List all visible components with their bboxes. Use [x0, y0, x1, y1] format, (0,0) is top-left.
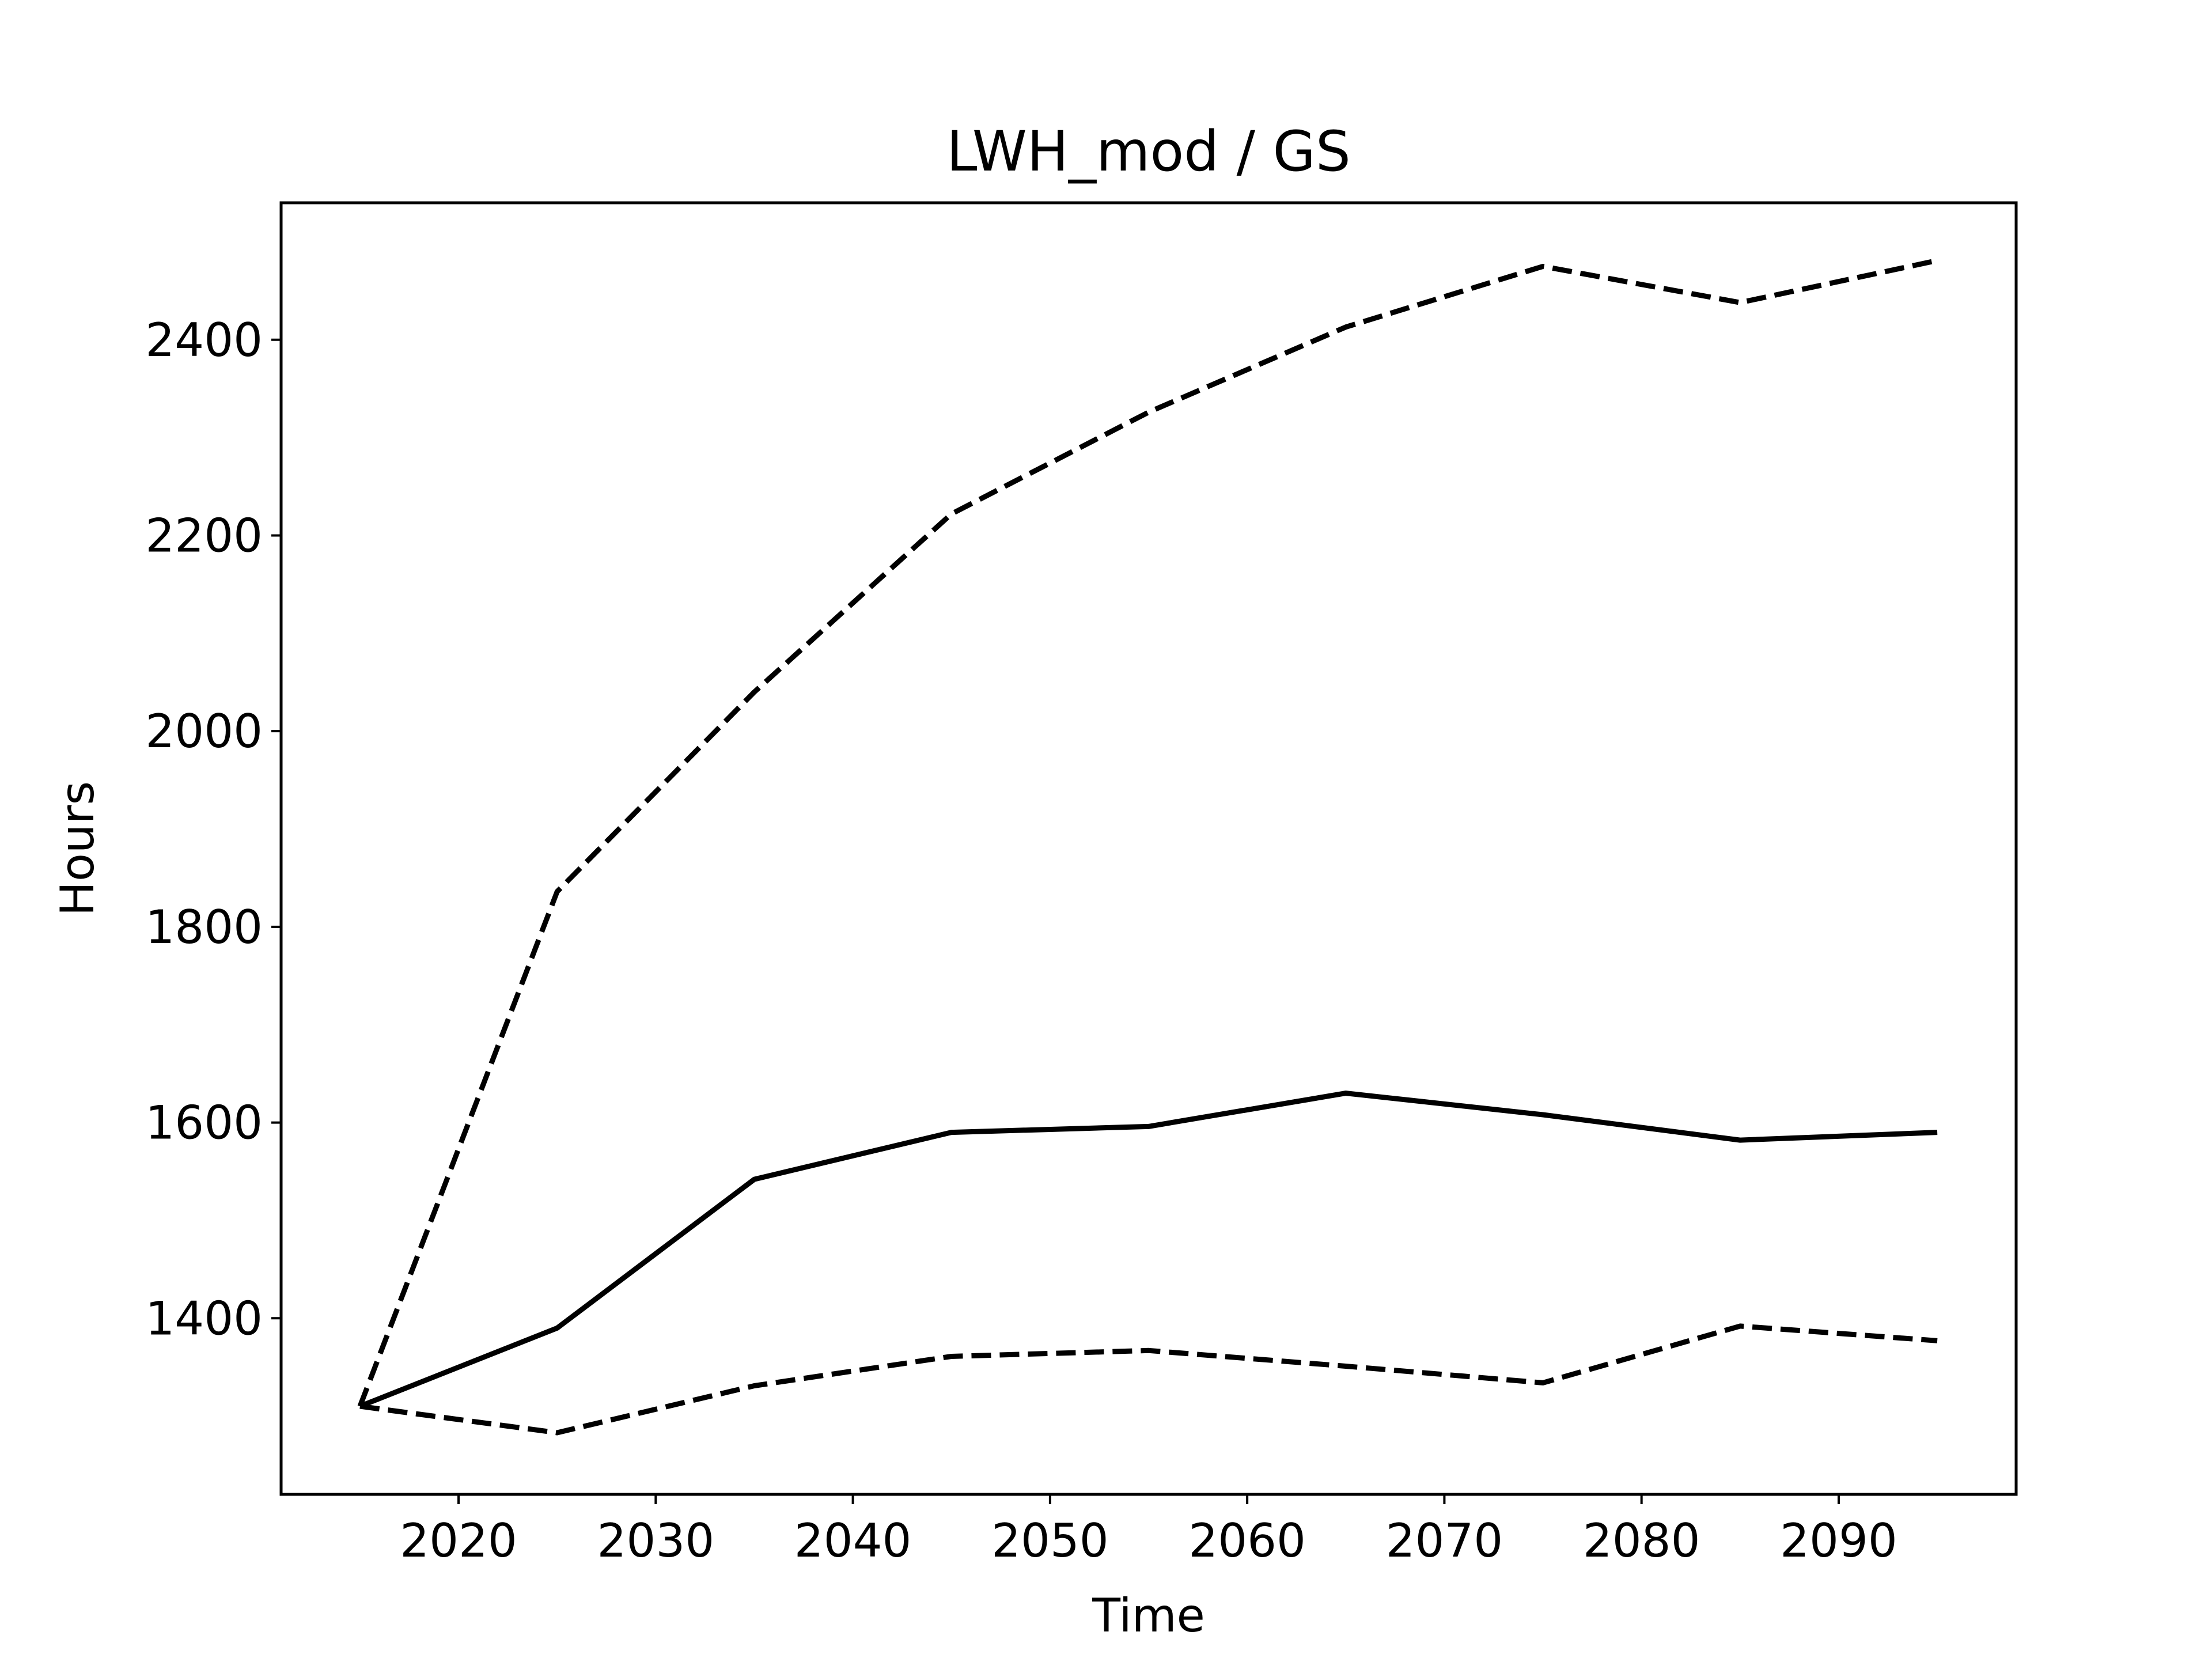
series-line-upper-dashed-line: [357, 258, 1938, 1407]
x-tick-label: 2020: [400, 1514, 517, 1568]
plot-frame: [279, 201, 2018, 1496]
x-tick-label: 2040: [794, 1514, 912, 1568]
x-tick-label: 2030: [597, 1514, 715, 1568]
y-tick-label: 2000: [145, 705, 263, 758]
chart-title: LWH_mod / GS: [946, 119, 1351, 184]
series-line-median-solid-line: [359, 1091, 1938, 1409]
x-tick-label: 2090: [1780, 1514, 1897, 1568]
x-axis-ticks: 2020 2030 2040 2050 2060 2070 2080 2090: [400, 1494, 1897, 1568]
x-tick-label: 2080: [1583, 1514, 1700, 1568]
series-line-lower-dashed-line: [359, 1323, 1938, 1436]
y-axis-ticks: 1400 1600 1800 2000 2200 2400: [145, 313, 281, 1345]
y-tick-label: 1800: [145, 900, 263, 954]
y-axis-label: Hours: [51, 781, 104, 916]
x-tick-label: 2070: [1386, 1514, 1503, 1568]
plot-area: [357, 258, 1938, 1436]
x-tick-label: 2060: [1188, 1514, 1306, 1568]
y-tick-label: 2200: [145, 509, 263, 562]
y-tick-label: 1600: [145, 1096, 263, 1150]
x-axis-label: Time: [1092, 1589, 1205, 1642]
y-tick-label: 2400: [145, 313, 263, 367]
x-tick-label: 2050: [991, 1514, 1109, 1568]
y-tick-label: 1400: [145, 1292, 263, 1345]
